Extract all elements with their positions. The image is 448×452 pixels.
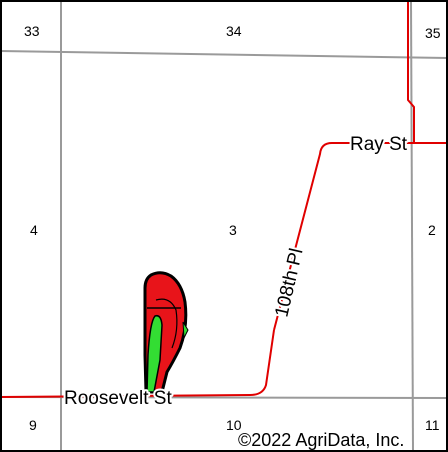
road-east-segment <box>407 0 415 143</box>
roads <box>0 0 448 398</box>
section-line-north <box>0 50 448 59</box>
field-green-sliver <box>182 321 189 340</box>
section-label-9: 9 <box>29 417 37 433</box>
field-green-strip <box>146 314 163 393</box>
field-inner-contour <box>155 298 178 349</box>
section-label-3: 3 <box>229 222 237 238</box>
section-label-35: 35 <box>425 25 441 41</box>
road-ray-st <box>273 142 448 331</box>
road-108th-pl <box>0 329 275 398</box>
section-label-33: 33 <box>24 23 40 39</box>
road-label-roosevelt-st: Roosevelt St <box>64 388 172 409</box>
section-labels: 33 34 35 4 3 2 9 10 11 <box>24 23 441 433</box>
section-label-11: 11 <box>425 417 440 433</box>
field-parcel <box>143 271 189 394</box>
copyright-notice: ©2022 AgriData, Inc. <box>238 430 404 450</box>
section-line-east <box>410 0 414 452</box>
section-label-2: 2 <box>428 222 436 238</box>
section-label-10: 10 <box>226 417 242 433</box>
section-label-34: 34 <box>226 23 242 39</box>
road-label-ray-st: Ray St <box>350 134 408 155</box>
section-label-4: 4 <box>30 222 38 238</box>
